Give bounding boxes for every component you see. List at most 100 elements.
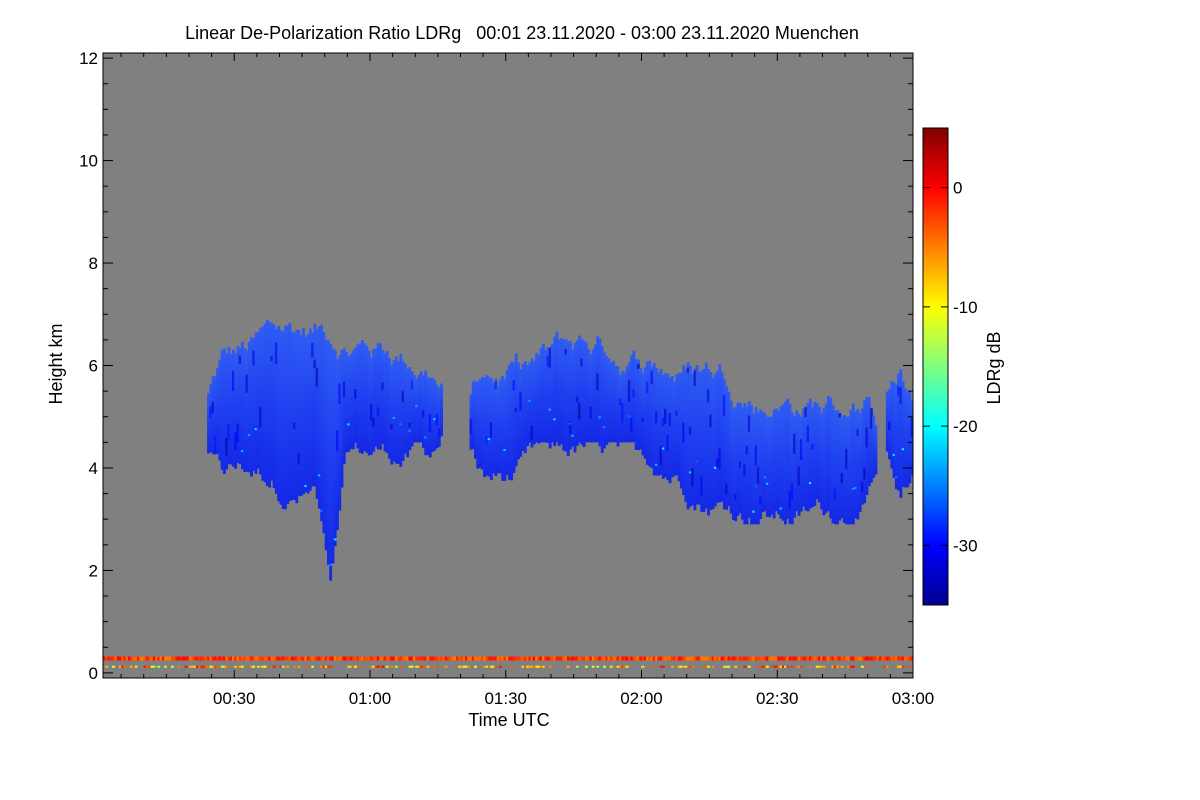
cloud-column bbox=[236, 346, 240, 464]
x-tick-label-0: 00:30 bbox=[213, 689, 256, 708]
surface-noise-cell bbox=[523, 665, 527, 668]
surface-noise-cell bbox=[684, 665, 688, 668]
cloud-streak bbox=[734, 493, 738, 500]
cloud-column bbox=[763, 413, 767, 512]
surface-layer-cell bbox=[691, 656, 695, 661]
cloud-streak bbox=[793, 433, 796, 454]
surface-noise-cell bbox=[467, 665, 471, 668]
cloud-column bbox=[906, 391, 910, 488]
surface-layer-cell bbox=[442, 656, 446, 661]
surface-layer-cell bbox=[885, 656, 889, 661]
surface-layer-cell bbox=[609, 656, 613, 661]
surface-layer-cell bbox=[761, 656, 765, 661]
surface-layer-cell bbox=[646, 656, 649, 661]
y-tick-label-4: 8 bbox=[89, 254, 98, 273]
surface-layer-cell bbox=[250, 656, 253, 661]
surface-layer-cell bbox=[754, 656, 758, 661]
surface-layer-cell bbox=[679, 656, 683, 661]
cloud-streak bbox=[315, 367, 319, 387]
cloud-column bbox=[815, 403, 819, 500]
cloud-column bbox=[268, 321, 272, 488]
cloud-column bbox=[686, 362, 690, 510]
cloud-column bbox=[603, 352, 606, 449]
cloud-speck bbox=[571, 434, 575, 437]
surface-layer-cell bbox=[618, 656, 622, 661]
cloud-column bbox=[731, 408, 735, 521]
cloud-column bbox=[290, 331, 294, 501]
cloud-column bbox=[894, 384, 898, 490]
cloud-speck bbox=[754, 485, 758, 488]
surface-noise-cell bbox=[797, 665, 801, 668]
surface-layer-cell bbox=[657, 656, 661, 661]
surface-layer-cell bbox=[159, 656, 163, 661]
cloud-streak bbox=[707, 389, 710, 403]
surface-layer-cell bbox=[700, 656, 704, 661]
cloud-column bbox=[650, 366, 654, 469]
surface-layer-cell bbox=[231, 656, 235, 661]
surface-layer-cell bbox=[478, 656, 482, 661]
cloud-streak bbox=[797, 466, 801, 486]
cloud-streak bbox=[410, 379, 414, 390]
cloud-speck bbox=[528, 399, 532, 402]
surface-layer-cell bbox=[293, 656, 296, 661]
cloud-column bbox=[793, 415, 796, 518]
x-tick-label-2: 01:30 bbox=[484, 689, 527, 708]
surface-layer-cell bbox=[152, 656, 156, 661]
surface-layer-cell bbox=[247, 656, 251, 661]
surface-layer-cell bbox=[132, 656, 136, 661]
cloud-column bbox=[817, 407, 821, 503]
cloud-column bbox=[247, 341, 251, 473]
cloud-column bbox=[627, 362, 631, 443]
surface-layer-cell bbox=[304, 656, 308, 661]
cloud-streak bbox=[530, 425, 534, 440]
cloud-column bbox=[412, 375, 416, 443]
surface-noise-cell bbox=[259, 665, 262, 668]
surface-layer-cell bbox=[268, 656, 272, 661]
surface-layer-cell bbox=[363, 656, 367, 661]
surface-layer-cell bbox=[347, 656, 351, 661]
cloud-speck bbox=[661, 447, 665, 450]
surface-noise-cell bbox=[202, 665, 206, 668]
cloud-column bbox=[431, 377, 434, 452]
cloud-streak bbox=[494, 381, 498, 390]
cloud-column bbox=[646, 361, 649, 465]
surface-layer-cell bbox=[664, 656, 667, 661]
surface-layer-cell bbox=[431, 656, 434, 661]
cloud-speck bbox=[892, 453, 896, 456]
surface-noise-cell bbox=[584, 665, 588, 668]
surface-layer-cell bbox=[623, 656, 627, 661]
cloud-column bbox=[584, 342, 588, 443]
cloud-column bbox=[709, 372, 713, 511]
cloud-column bbox=[510, 361, 514, 481]
surface-layer-cell bbox=[876, 656, 880, 661]
cloud-column bbox=[781, 404, 785, 521]
surface-noise-cell bbox=[711, 665, 715, 668]
cloud-streak bbox=[236, 423, 240, 443]
cloud-column bbox=[605, 356, 609, 445]
surface-noise-cell bbox=[707, 665, 710, 668]
surface-layer-cell bbox=[211, 656, 215, 661]
surface-layer-cell bbox=[182, 656, 186, 661]
surface-layer-cell bbox=[451, 656, 455, 661]
surface-layer-cell bbox=[512, 656, 516, 661]
surface-layer-cell bbox=[369, 656, 373, 661]
surface-noise-cell bbox=[458, 665, 462, 668]
surface-layer-cell bbox=[320, 656, 324, 661]
surface-layer-cell bbox=[560, 656, 563, 661]
surface-noise-cell bbox=[596, 665, 600, 668]
cloud-column bbox=[415, 378, 419, 443]
surface-noise-cell bbox=[489, 665, 493, 668]
surface-noise-cell bbox=[851, 665, 855, 668]
surface-noise-cell bbox=[591, 665, 595, 668]
surface-noise-cell bbox=[222, 665, 226, 668]
cloud-column bbox=[252, 338, 256, 471]
cloud-streak bbox=[338, 383, 342, 404]
surface-noise-cell bbox=[297, 665, 301, 668]
cloud-column bbox=[256, 331, 260, 469]
cloud-column bbox=[634, 359, 638, 450]
surface-noise-cell bbox=[195, 665, 199, 668]
surface-layer-cell bbox=[763, 656, 767, 661]
surface-noise-cell bbox=[566, 665, 570, 668]
colorbar-tick-label-3: -30 bbox=[953, 536, 978, 555]
cloud-column bbox=[390, 364, 394, 465]
